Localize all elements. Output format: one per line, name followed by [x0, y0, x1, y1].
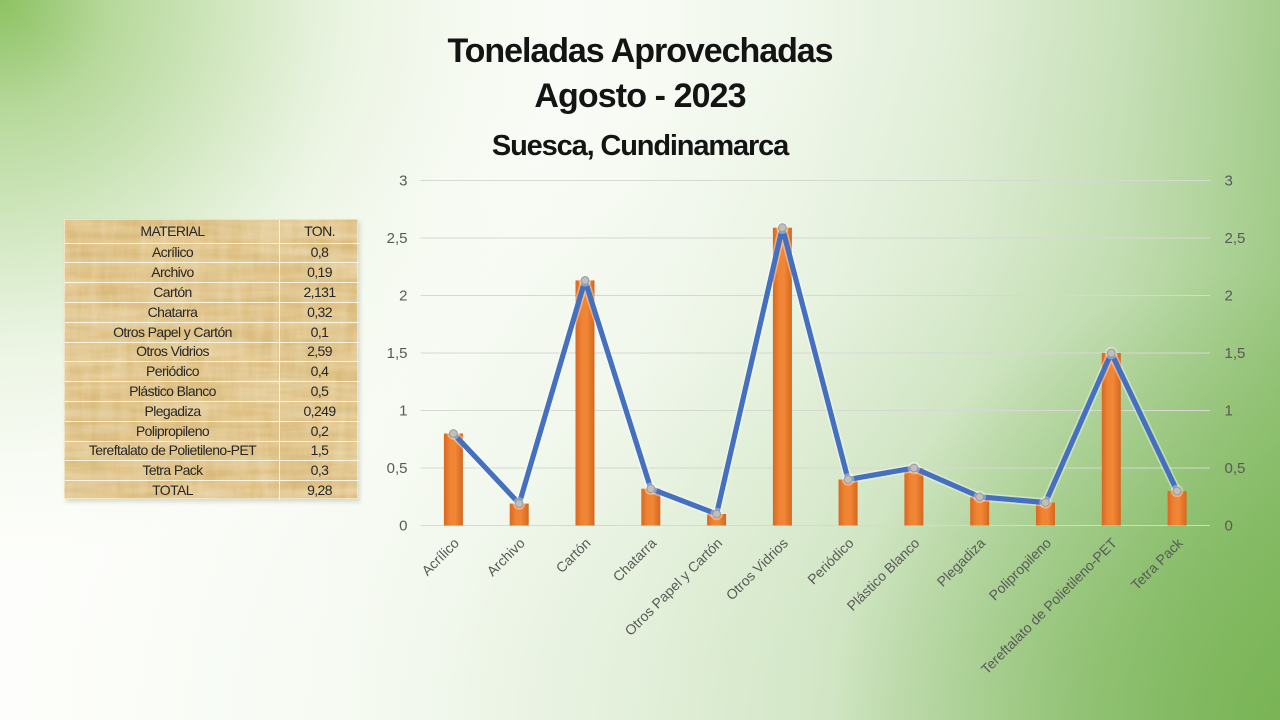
svg-text:0,5: 0,5 — [387, 460, 408, 477]
svg-text:2,5: 2,5 — [387, 230, 408, 247]
svg-text:0: 0 — [399, 518, 407, 535]
svg-text:3: 3 — [1225, 173, 1233, 190]
svg-text:1,5: 1,5 — [387, 345, 408, 362]
svg-text:Periódico: Periódico — [804, 535, 857, 588]
svg-text:Tereftalato de Polietileno-PET: Tereftalato de Polietileno-PET — [978, 534, 1121, 677]
svg-text:0,5: 0,5 — [1225, 460, 1246, 477]
svg-text:Polipropileno: Polipropileno — [986, 535, 1055, 604]
svg-text:1,5: 1,5 — [1225, 345, 1246, 362]
svg-text:Acrílico: Acrílico — [418, 535, 462, 579]
svg-text:2: 2 — [1225, 288, 1233, 305]
svg-text:Archivo: Archivo — [483, 535, 527, 579]
svg-text:1: 1 — [1225, 403, 1233, 420]
svg-text:Otros Vidrios: Otros Vidrios — [723, 535, 791, 603]
svg-text:0: 0 — [1225, 518, 1233, 535]
svg-text:2: 2 — [399, 288, 407, 305]
svg-text:2,5: 2,5 — [1225, 230, 1246, 247]
svg-text:Cartón: Cartón — [553, 535, 594, 576]
svg-text:1: 1 — [399, 403, 407, 420]
svg-text:Plegadiza: Plegadiza — [934, 535, 989, 590]
svg-text:Tetra Pack: Tetra Pack — [1128, 534, 1187, 593]
svg-text:3: 3 — [399, 173, 407, 190]
svg-text:Chatarra: Chatarra — [610, 535, 660, 585]
